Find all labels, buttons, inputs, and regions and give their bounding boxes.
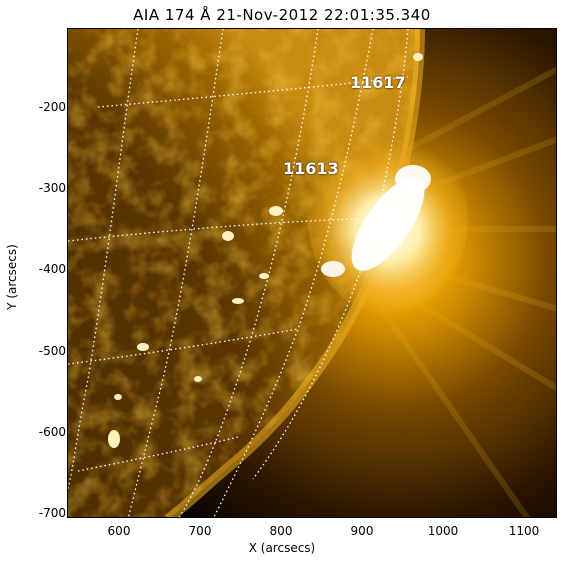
y-tick-label: -600 — [38, 425, 66, 439]
image-title: AIA 174 Å 21-Nov-2012 22:01:35.340 — [133, 6, 431, 24]
active-region-label: 11617 — [350, 73, 406, 92]
flare-core — [351, 177, 425, 271]
y-tick-label: -500 — [38, 344, 66, 358]
solar-limb — [164, 29, 425, 517]
y-tick-label: -400 — [38, 262, 66, 276]
solar-image — [68, 29, 556, 517]
x-tick-label: 700 — [188, 524, 212, 538]
bright-point — [395, 165, 431, 193]
x-tick-label: 900 — [350, 524, 374, 538]
solar-image-frame: 11617 11613 — [67, 28, 557, 518]
x-tick-label: 800 — [269, 524, 293, 538]
y-tick-label: -700 — [38, 506, 66, 520]
y-tick-label: -300 — [38, 181, 66, 195]
y-tick-label: -200 — [38, 100, 66, 114]
bright-kernels — [108, 53, 423, 448]
heliographic-grid — [68, 29, 409, 517]
bright-point — [321, 261, 345, 277]
x-tick-label: 1000 — [427, 524, 459, 538]
active-region-label: 11613 — [283, 159, 339, 178]
y-axis-label: Y (arcsecs) — [5, 244, 19, 310]
x-tick-label: 600 — [107, 524, 131, 538]
x-axis-label: X (arcsecs) — [248, 541, 316, 555]
x-tick-label: 1100 — [508, 524, 540, 538]
